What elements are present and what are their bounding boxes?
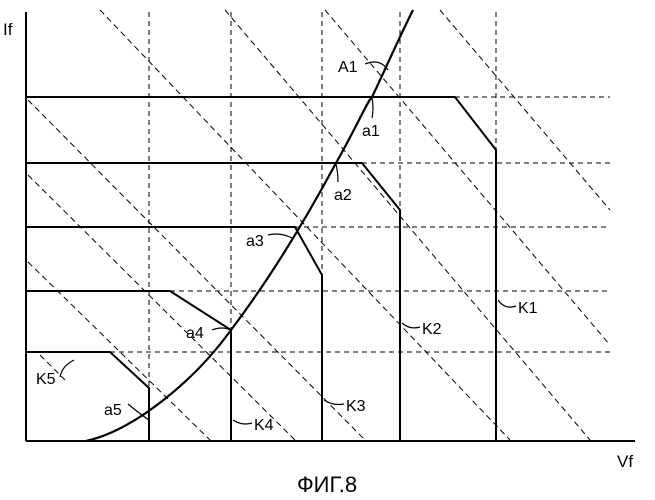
- point-a3-label: a3: [246, 233, 264, 250]
- point-a5-label: a5: [104, 402, 122, 419]
- characteristic-k1-label: K1: [518, 300, 538, 317]
- characteristic-k2: [26, 163, 400, 441]
- x-axis-label: Vf: [617, 452, 633, 471]
- characteristic-k4-label: K4: [254, 417, 274, 434]
- characteristic-k3-label: K3: [346, 398, 366, 415]
- point-a2-label: a2: [334, 187, 352, 204]
- characteristic-k5: [26, 352, 149, 441]
- characteristic-k3: [26, 227, 322, 441]
- point-a1-label: a1: [362, 123, 380, 140]
- characteristic-k1: [26, 97, 496, 441]
- curve-a1-label: A1: [338, 59, 358, 76]
- characteristic-k5-label: K5: [36, 371, 56, 388]
- figure-caption: ФИГ.8: [297, 472, 357, 497]
- diagonal-power-lines: [28, 10, 610, 440]
- characteristic-k2-label: K2: [422, 321, 442, 338]
- point-a4-label: a4: [186, 325, 204, 342]
- y-axis-label: If: [3, 20, 13, 39]
